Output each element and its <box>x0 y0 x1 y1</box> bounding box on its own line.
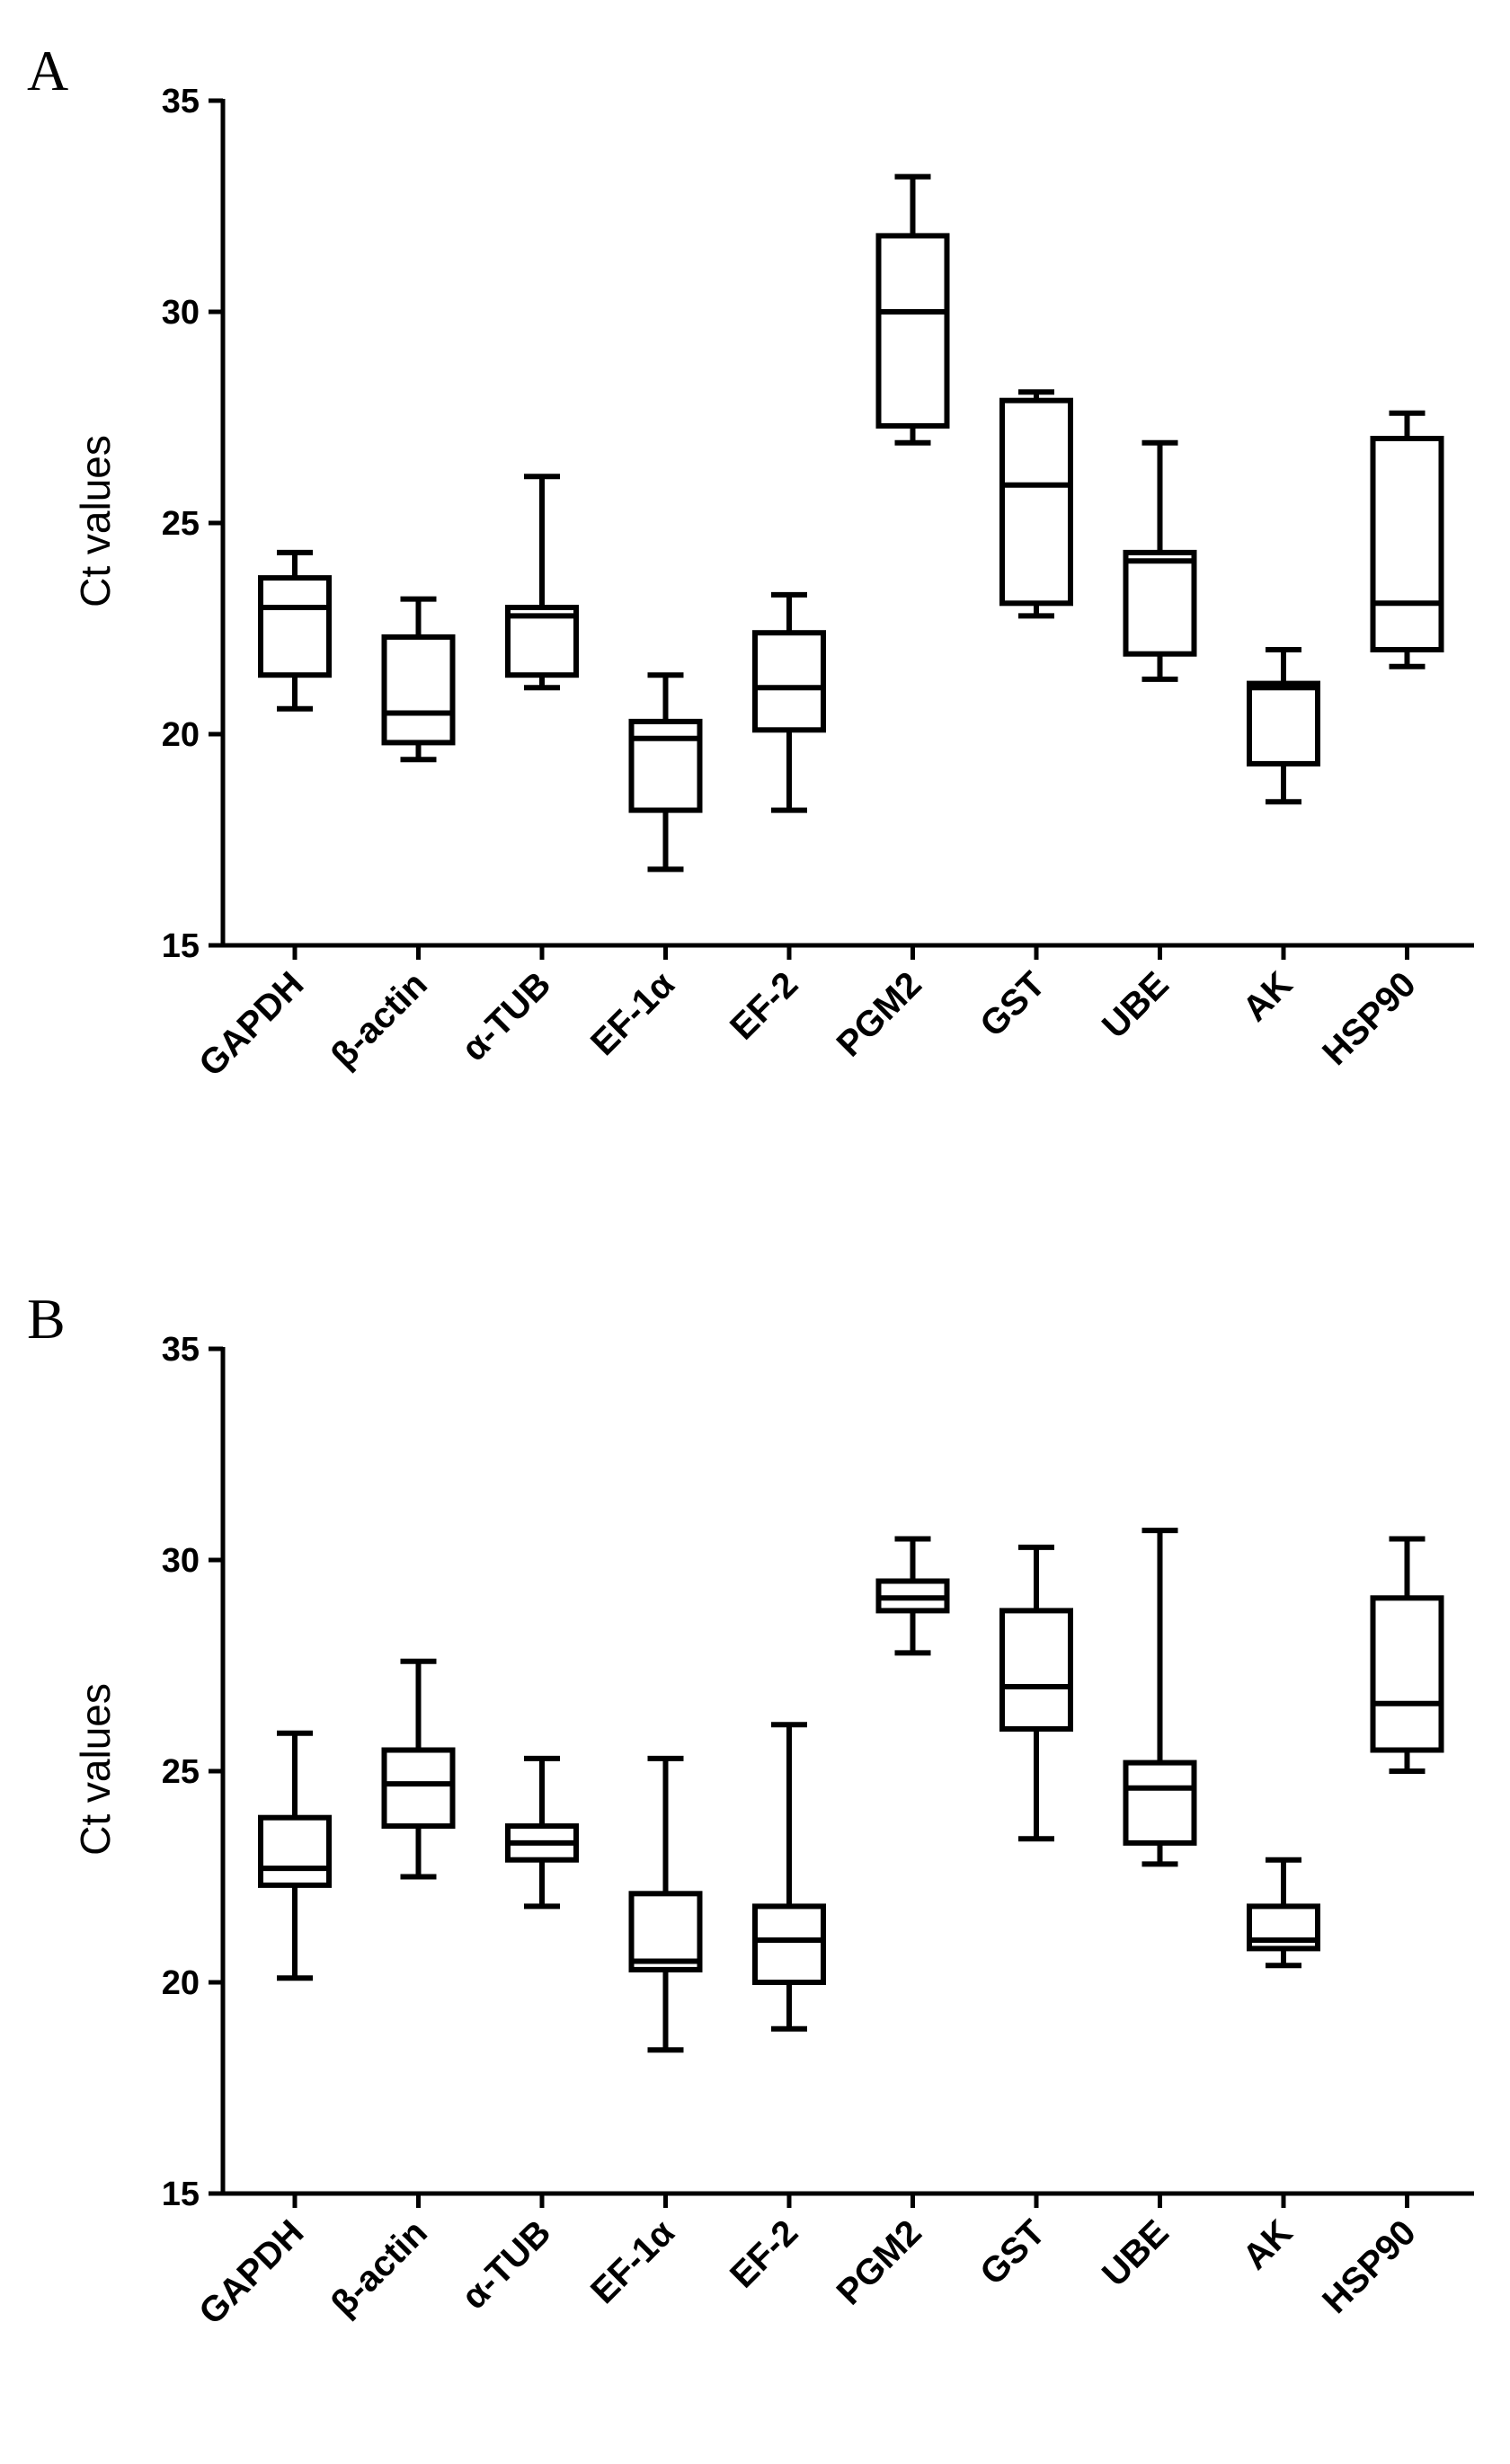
y-axis-label-a: Ct values <box>72 435 119 607</box>
y-tick-label-b-20: 20 <box>162 1964 200 2002</box>
x-category-label-a-9: HSP90 <box>1315 964 1424 1073</box>
x-category-label-a-8: AK <box>1235 964 1300 1029</box>
x-category-label-a-5: PGM2 <box>830 964 929 1064</box>
box-a-7 <box>1123 439 1197 682</box>
box-a-9 <box>1370 410 1444 669</box>
x-category-label-a-3: EF-1α <box>583 964 682 1063</box>
plot-area-b: 15 20 25 30 35 GAPDH β-actin α-TUB EF-1α EF-2 PGM2… <box>162 1331 1474 2333</box>
box-a-0 <box>258 549 332 712</box>
box-a-1 <box>381 596 456 763</box>
iqr-box <box>258 1814 332 1888</box>
x-category-label-a-2: α-TUB <box>454 964 558 1068</box>
panel-label-a: A <box>27 39 68 102</box>
iqr-box <box>875 233 950 429</box>
y-tick-label-b-15: 15 <box>162 2176 200 2213</box>
panel-label-b: B <box>27 1287 66 1351</box>
y-tick-label-a-30: 30 <box>162 294 200 332</box>
iqr-box <box>628 718 703 813</box>
y-tick-label-a-20: 20 <box>162 716 200 754</box>
box-a-6 <box>999 389 1073 619</box>
box-b-3 <box>628 1755 703 2053</box>
box-a-2 <box>505 474 579 691</box>
box-b-2 <box>505 1755 579 1910</box>
chart-a-svg: A Ct values 15 20 25 30 35 GAPDH β-actin α-TUB E… <box>27 39 1474 1085</box>
box-b-1 <box>381 1658 456 1880</box>
x-category-label-a-1: β-actin <box>324 964 435 1076</box>
y-tick-label-b-25: 25 <box>162 1753 200 1791</box>
x-category-label-b-9: HSP90 <box>1315 2212 1424 2321</box>
iqr-box <box>752 1903 826 1986</box>
x-category-label-a-6: GST <box>973 964 1053 1044</box>
y-tick-label-a-35: 35 <box>162 83 200 120</box>
panel-a: A Ct values 15 20 25 30 35 GAPDH β-actin α-TUB E… <box>27 39 1474 1085</box>
iqr-box <box>1247 1903 1320 1952</box>
x-category-label-b-8: AK <box>1235 2212 1300 2277</box>
x-category-label-b-3: EF-1α <box>583 2212 682 2311</box>
box-a-4 <box>752 591 826 813</box>
box-b-0 <box>258 1730 332 1981</box>
box-b-6 <box>999 1544 1073 1842</box>
box-b-9 <box>1370 1536 1444 1774</box>
panel-b: B Ct values 15 20 25 30 35 GAPDH β-actin α-TUB E… <box>0 1232 1510 2464</box>
iqr-box <box>1247 680 1320 767</box>
y-tick-label-b-30: 30 <box>162 1542 200 1580</box>
box-b-8 <box>1247 1857 1320 1969</box>
x-category-label-b-0: GAPDH <box>191 2212 311 2332</box>
plot-area-a: 15 20 25 30 35 GAPDH β-actin α-TUB EF-1α EF-2 PGM2… <box>162 83 1474 1085</box>
box-b-5 <box>875 1536 950 1656</box>
x-category-label-b-1: β-actin <box>324 2212 435 2324</box>
y-tick-label-a-25: 25 <box>162 505 200 543</box>
iqr-box <box>1370 1595 1444 1753</box>
iqr-box <box>505 605 579 678</box>
iqr-box <box>999 1608 1073 1732</box>
box-a-5 <box>875 173 950 446</box>
x-category-label-b-5: PGM2 <box>830 2212 929 2312</box>
iqr-box <box>1123 549 1197 657</box>
box-a-3 <box>628 672 703 873</box>
x-category-label-b-4: EF-2 <box>723 2212 805 2295</box>
y-tick-label-b-35: 35 <box>162 1331 200 1369</box>
x-category-label-a-0: GAPDH <box>191 964 311 1084</box>
iqr-box <box>381 634 456 746</box>
x-category-label-b-6: GST <box>973 2212 1053 2292</box>
x-category-label-a-7: UBE <box>1095 964 1177 1046</box>
iqr-box <box>258 575 332 678</box>
box-a-8 <box>1247 647 1320 805</box>
x-category-label-b-7: UBE <box>1095 2212 1177 2294</box>
box-b-7 <box>1123 1528 1197 1867</box>
iqr-box <box>381 1747 456 1830</box>
chart-b-svg: B Ct values 15 20 25 30 35 GAPDH β-actin α-TUB E… <box>27 1287 1474 2333</box>
y-tick-label-a-15: 15 <box>162 927 200 965</box>
iqr-box <box>1123 1759 1197 1846</box>
y-axis-label-b: Ct values <box>72 1683 119 1856</box>
iqr-box <box>628 1891 703 1972</box>
x-category-label-a-4: EF-2 <box>723 964 805 1047</box>
iqr-box <box>1370 436 1444 652</box>
iqr-box <box>752 630 826 733</box>
box-b-4 <box>752 1722 826 2032</box>
x-category-label-b-2: α-TUB <box>454 2212 558 2317</box>
iqr-box <box>999 397 1073 607</box>
